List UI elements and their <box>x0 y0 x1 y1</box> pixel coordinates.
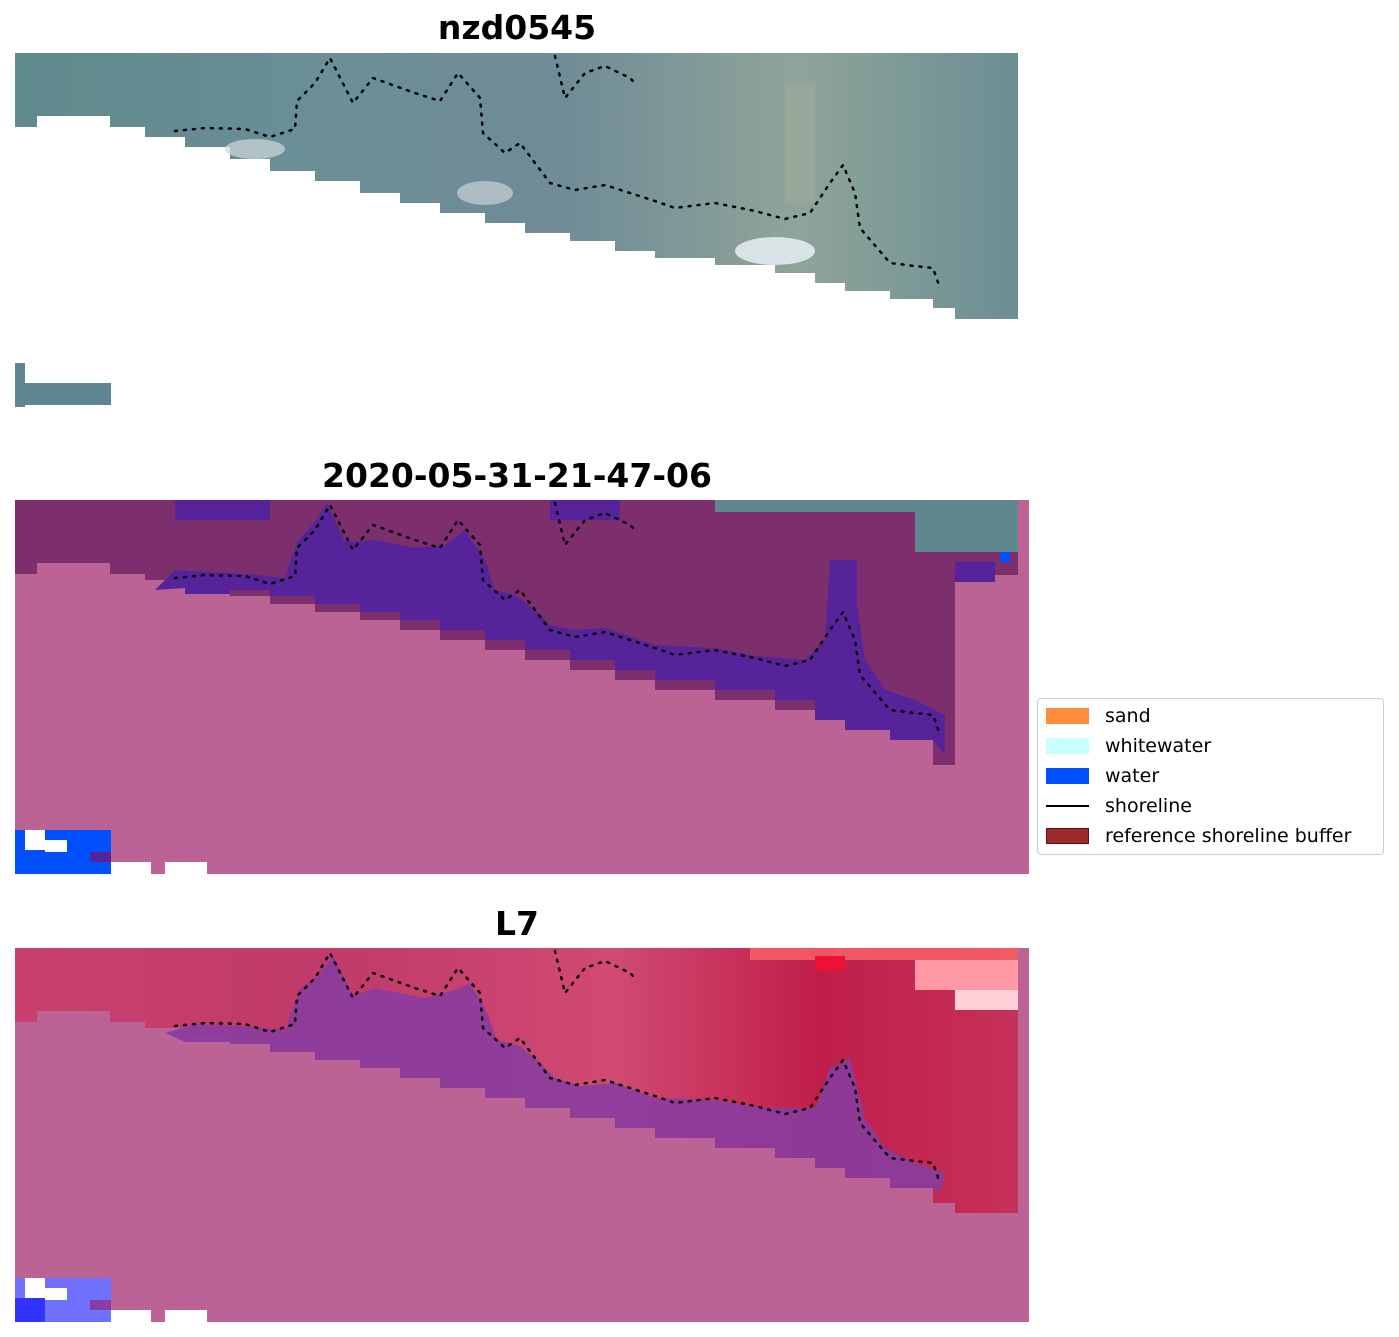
panel-title-l7: L7 <box>495 904 539 943</box>
classification-panel <box>15 500 1029 874</box>
rgb-image-panel <box>15 53 1018 407</box>
buffer-swatch <box>1046 828 1089 844</box>
legend: sand whitewater water shoreline referenc… <box>1037 698 1384 855</box>
shoreline-line <box>173 55 942 290</box>
legend-label: sand <box>1105 705 1151 727</box>
legend-label: reference shoreline buffer <box>1105 825 1352 847</box>
l7-panel <box>15 948 1029 1322</box>
legend-item-whitewater: whitewater <box>1046 735 1212 757</box>
legend-label: whitewater <box>1105 735 1212 757</box>
legend-item-shoreline: shoreline <box>1046 795 1192 817</box>
rgb-land-area <box>15 53 1018 319</box>
legend-label: shoreline <box>1105 795 1192 817</box>
legend-item-water: water <box>1046 765 1160 787</box>
legend-item-buffer: reference shoreline buffer <box>1046 825 1352 847</box>
water-swatch <box>1046 768 1089 784</box>
legend-label: water <box>1105 765 1160 787</box>
whitewater-swatch <box>1046 738 1089 754</box>
panel-title-rgb: nzd0545 <box>437 8 597 47</box>
sand-swatch <box>1046 708 1089 724</box>
shoreline-swatch <box>1046 805 1089 807</box>
panel-title-classification: 2020-05-31-21-47-06 <box>322 456 712 495</box>
legend-item-sand: sand <box>1046 705 1151 727</box>
